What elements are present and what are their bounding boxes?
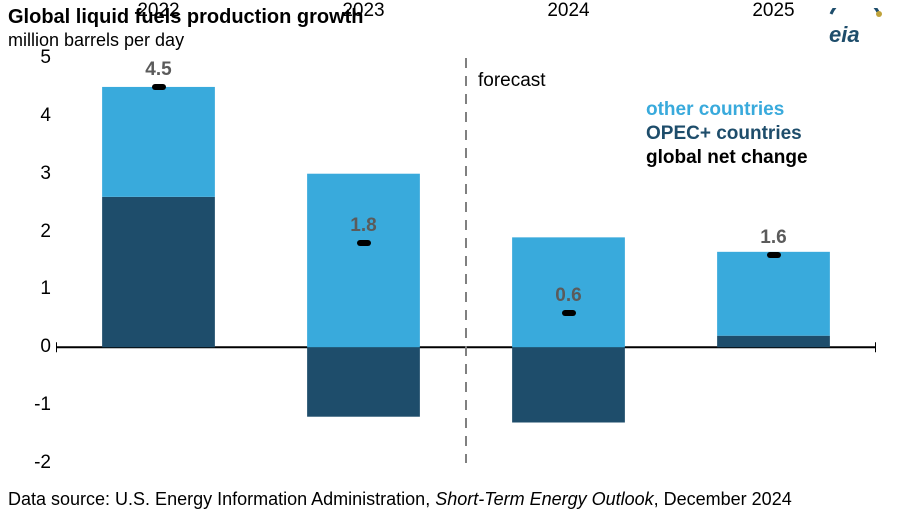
- net-label: 0.6: [555, 285, 581, 307]
- legend-net: global net change: [646, 146, 808, 170]
- eia-logo: eia: [825, 8, 885, 48]
- chart-title: Global liquid fuels production growth: [8, 6, 364, 29]
- y-tick-label: 4: [0, 105, 51, 127]
- y-tick-label: 0: [0, 336, 51, 358]
- svg-text:eia: eia: [829, 22, 860, 47]
- y-tick-label: 3: [0, 163, 51, 185]
- data-source: Data source: U.S. Energy Information Adm…: [8, 489, 792, 510]
- x-tick-label: 2025: [752, 0, 794, 22]
- legend: other countriesOPEC+ countriesglobal net…: [646, 98, 808, 169]
- y-tick-label: 5: [0, 47, 51, 69]
- net-label: 1.6: [760, 227, 786, 249]
- net-marker: [562, 310, 576, 316]
- y-tick-label: -1: [0, 394, 51, 416]
- y-tick-label: 2: [0, 221, 51, 243]
- legend-opec: OPEC+ countries: [646, 122, 808, 146]
- y-tick-label: 1: [0, 278, 51, 300]
- chart-container: Global liquid fuels production growth mi…: [0, 0, 899, 514]
- source-prefix: Data source: U.S. Energy Information Adm…: [8, 489, 435, 509]
- source-title: Short-Term Energy Outlook: [435, 489, 653, 509]
- x-tick-label: 2023: [342, 0, 384, 22]
- forecast-label: forecast: [478, 70, 546, 92]
- net-label: 4.5: [145, 59, 171, 81]
- net-label: 1.8: [350, 215, 376, 237]
- net-marker: [152, 84, 166, 90]
- legend-other: other countries: [646, 98, 808, 122]
- x-tick-label: 2022: [137, 0, 179, 22]
- y-tick-label: -2: [0, 452, 51, 474]
- net-marker: [357, 240, 371, 246]
- source-suffix: , December 2024: [654, 489, 792, 509]
- net-marker: [767, 252, 781, 258]
- x-tick-label: 2024: [547, 0, 589, 22]
